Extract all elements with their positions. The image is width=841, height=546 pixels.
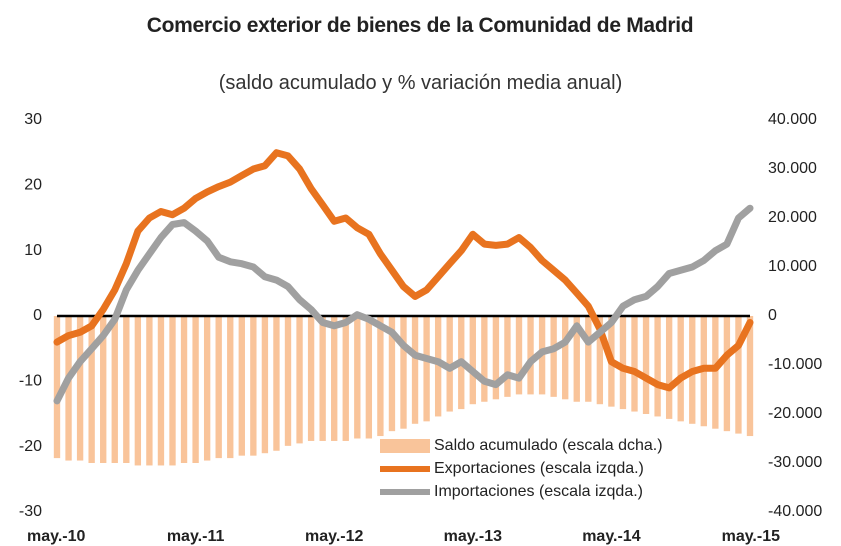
bar [319, 316, 326, 441]
y2-tick-label: -20.000 [768, 405, 822, 422]
bar [238, 316, 245, 456]
bar [573, 316, 580, 402]
bar [227, 316, 234, 459]
y-tick-label: -30 [19, 503, 42, 520]
bar [712, 316, 719, 429]
bar [677, 316, 684, 422]
bar [400, 316, 407, 429]
bar [550, 316, 557, 397]
x-tick-label: may.-14 [582, 528, 641, 545]
bar [157, 316, 165, 466]
bar [665, 316, 673, 419]
y2-tick-label: 40.000 [768, 111, 817, 128]
bar [354, 316, 361, 439]
bar [654, 316, 661, 417]
bar [562, 316, 569, 400]
y2-tick-label: -10.000 [768, 356, 822, 373]
y-tick-label: -10 [19, 373, 42, 390]
x-tick-label: may.-11 [167, 528, 225, 545]
y-tick-label: -20 [19, 438, 42, 455]
bar [192, 316, 199, 463]
bar [53, 316, 61, 459]
bar [203, 316, 211, 461]
bar [273, 316, 280, 451]
bar [723, 316, 731, 432]
bar [342, 316, 349, 441]
bar [434, 316, 442, 417]
bar [76, 316, 84, 461]
x-tick-label: may.-15 [722, 528, 781, 545]
bar [123, 316, 130, 463]
x-tick-label: may.-10 [27, 528, 86, 545]
y2-tick-label: 30.000 [768, 160, 817, 177]
chart-title: Comercio exterior de bienes de la Comuni… [146, 14, 694, 37]
bar [388, 316, 396, 432]
y2-tick-label: -30.000 [768, 454, 822, 471]
bar [377, 316, 384, 437]
bar [631, 316, 638, 412]
bar [527, 316, 534, 395]
y2-tick-label: 20.000 [768, 209, 817, 226]
bar [331, 316, 338, 441]
bar [492, 316, 500, 400]
bar [88, 316, 95, 463]
bar [169, 316, 176, 466]
legend-label: Importaciones (escala izqda.) [434, 483, 643, 500]
bar [111, 316, 118, 463]
bar [746, 316, 754, 437]
legend-label: Exportaciones (escala izqda.) [434, 460, 644, 477]
bar [65, 316, 72, 461]
legend-label: Saldo acumulado (escala dcha.) [434, 437, 663, 454]
line-series [53, 204, 754, 405]
bar [100, 316, 107, 463]
bar [481, 316, 488, 402]
bar [250, 316, 257, 456]
bar [585, 316, 592, 402]
bar [411, 316, 419, 424]
bar [307, 316, 315, 441]
bar [504, 316, 511, 397]
x-tick-label: may.-13 [444, 528, 503, 545]
line-series [53, 149, 754, 392]
bar [134, 316, 142, 466]
y2-tick-label: 10.000 [768, 258, 817, 275]
y-tick-label: 20 [24, 177, 42, 194]
x-tick-label: may.-12 [305, 528, 364, 545]
y-tick-label: 0 [33, 307, 42, 324]
bar [642, 316, 650, 414]
bar [180, 316, 188, 463]
y-tick-label: 30 [24, 111, 42, 128]
bar [423, 316, 430, 422]
bar [284, 316, 292, 446]
y-tick-label: 10 [24, 242, 42, 259]
bar [296, 316, 303, 444]
bar [515, 316, 523, 395]
bar [261, 316, 269, 454]
bar [619, 316, 627, 410]
y2-tick-label: -40.000 [768, 503, 822, 520]
bar [469, 316, 476, 405]
y2-tick-label: 0 [768, 307, 777, 324]
bar [735, 316, 742, 434]
bar [365, 316, 373, 439]
chart-subtitle: (saldo acumulado y % variación media anu… [218, 72, 623, 94]
bar [596, 316, 604, 405]
bar [146, 316, 153, 466]
bar [446, 316, 453, 412]
legend-swatch [380, 439, 430, 453]
bar [215, 316, 222, 459]
